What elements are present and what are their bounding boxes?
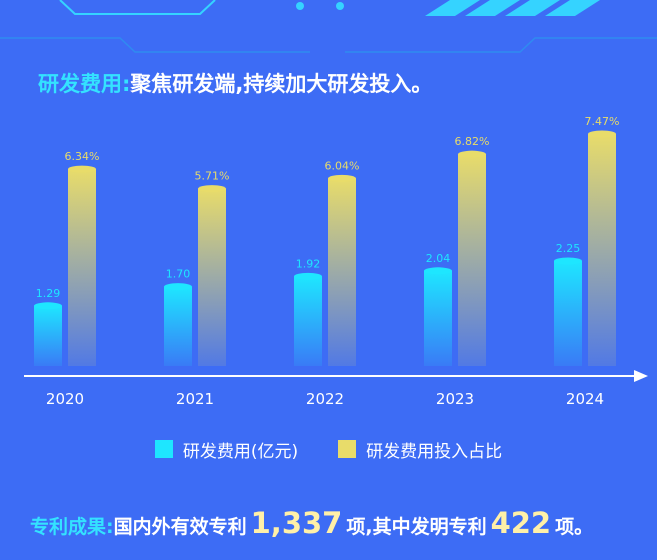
bar-rd-ratio-2021 [198,188,226,366]
footer-text-2: 项,其中发明专利 [346,516,487,538]
bar-cap-rd-expense-2024 [554,257,582,265]
rd-bar-chart: 1.29 6.34% 2020 1.70 5.71% 2021 1.92 6.04% 2022 2… [24,115,648,408]
legend-label-rd-expense: 研发费用(亿元) [182,441,299,462]
bar-cap-rd-ratio-2021 [198,185,226,193]
bar-rd-expense-2022 [294,276,322,366]
data-label-rd-ratio-2023: 6.82% [455,135,490,148]
bar-rd-expense-2020 [34,305,62,366]
bar-cap-rd-ratio-2024 [588,130,616,138]
section-heading: 研发费用: 聚焦研发端,持续加大研发投入。 [38,66,432,100]
footer-text-3: 项。 [555,516,594,538]
data-label-rd-expense-2023: 2.04 [426,252,451,265]
data-label-rd-ratio-2020: 6.34% [65,150,100,163]
bar-cap-rd-ratio-2020 [68,165,96,173]
data-label-rd-expense-2020: 1.29 [36,287,61,300]
x-tick-label-2021: 2021 [176,390,214,408]
data-label-rd-ratio-2024: 7.47% [585,115,620,128]
top-decoration [0,0,657,53]
heading-highlight: 研发费用: [38,72,131,96]
bar-cap-rd-expense-2020 [34,302,62,310]
data-label-rd-ratio-2021: 5.71% [195,170,230,183]
x-tick-label-2020: 2020 [46,390,84,408]
x-tick-label-2023: 2023 [436,390,474,408]
legend-item-rd-ratio: 研发费用投入占比 [338,437,502,462]
heading-text: 聚焦研发端,持续加大研发投入。 [130,72,433,96]
x-tick-label-2022: 2022 [306,390,344,408]
bar-cap-rd-expense-2021 [164,283,192,291]
legend-label-rd-ratio: 研发费用投入占比 [366,441,503,462]
x-tick-label-2024: 2024 [566,390,604,408]
legend-item-rd-expense: 研发费用(亿元) [154,437,299,462]
bar-cap-rd-ratio-2022 [328,174,356,182]
bar-rd-expense-2023 [424,270,452,366]
footer-text-1: 国内外有效专利 [113,516,247,538]
bar-rd-ratio-2024 [588,134,616,366]
bar-cap-rd-ratio-2023 [458,150,486,158]
chart-legend: 研发费用(亿元) 研发费用投入占比 [0,437,657,462]
bar-cap-rd-expense-2022 [294,272,322,280]
bar-rd-expense-2021 [164,286,192,366]
x-axis-arrow [634,370,648,382]
patent-summary: 专利成果: 国内外有效专利 1,337 项,其中发明专利 422 项。 [30,506,593,550]
data-label-rd-ratio-2022: 6.04% [325,159,360,172]
data-label-rd-expense-2021: 1.70 [166,268,191,281]
data-label-rd-expense-2022: 1.92 [296,257,321,270]
footer-number-inventions: 422 [490,506,552,540]
bar-cap-rd-expense-2023 [424,267,452,275]
legend-swatch-yellow [338,440,357,458]
footer-number-patents: 1,337 [250,506,343,540]
data-label-rd-expense-2024: 2.25 [556,242,581,255]
legend-swatch-cyan [154,440,173,458]
bar-rd-ratio-2020 [68,169,96,366]
bar-rd-ratio-2022 [328,178,356,366]
bar-rd-expense-2024 [554,261,582,366]
footer-highlight: 专利成果: [30,516,114,538]
bar-rd-ratio-2023 [458,154,486,366]
